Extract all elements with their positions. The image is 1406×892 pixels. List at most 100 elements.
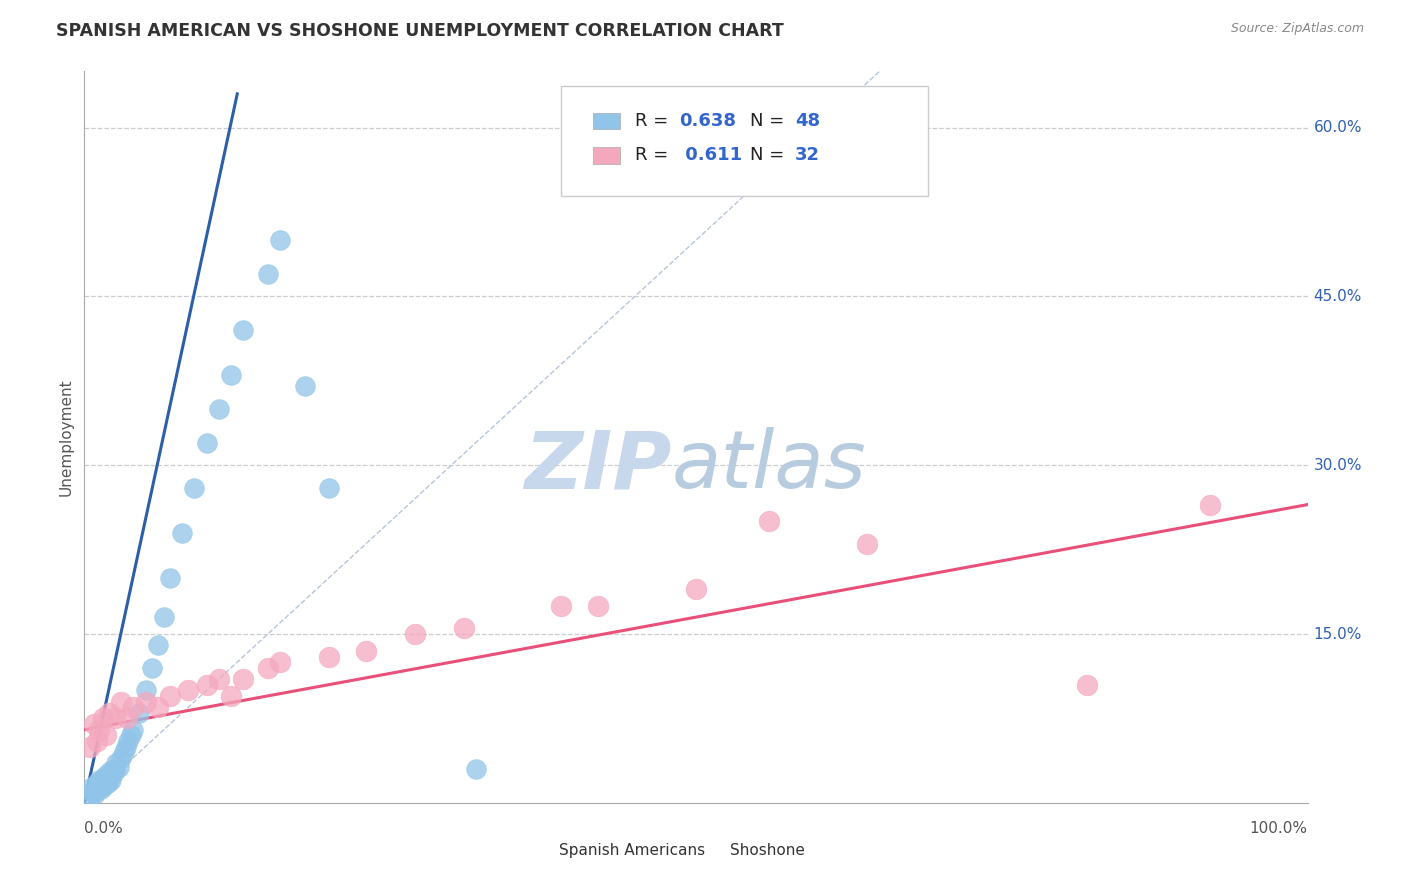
Point <box>83 717 105 731</box>
Text: Shoshone: Shoshone <box>730 843 806 858</box>
Point <box>84 787 107 801</box>
Point <box>104 711 127 725</box>
Point <box>177 683 200 698</box>
Point <box>135 694 157 708</box>
Point <box>115 739 138 754</box>
Point <box>257 267 280 281</box>
Point <box>159 689 181 703</box>
Point <box>758 515 780 529</box>
Text: Source: ZipAtlas.com: Source: ZipAtlas.com <box>1230 22 1364 36</box>
Point <box>94 773 117 788</box>
Point <box>294 379 316 393</box>
Point <box>97 706 120 720</box>
Point <box>101 767 124 781</box>
Point <box>586 599 609 613</box>
Point <box>404 627 426 641</box>
Point <box>318 649 340 664</box>
Point <box>104 764 127 779</box>
Text: Spanish Americans: Spanish Americans <box>560 843 704 858</box>
Point <box>80 784 103 798</box>
Text: 60.0%: 60.0% <box>1313 120 1362 135</box>
Point <box>110 694 132 708</box>
Text: 15.0%: 15.0% <box>1313 626 1362 641</box>
Point <box>141 661 163 675</box>
Point <box>87 723 110 737</box>
Point <box>232 323 254 337</box>
Text: SPANISH AMERICAN VS SHOSHONE UNEMPLOYMENT CORRELATION CHART: SPANISH AMERICAN VS SHOSHONE UNEMPLOYMEN… <box>56 22 785 40</box>
Point <box>105 756 128 771</box>
Point <box>685 582 707 596</box>
Text: 0.0%: 0.0% <box>84 821 124 836</box>
Point <box>100 773 122 788</box>
Point <box>159 571 181 585</box>
FancyBboxPatch shape <box>561 86 928 195</box>
Point <box>172 525 194 540</box>
Text: 0.638: 0.638 <box>679 112 735 130</box>
Point <box>82 779 104 793</box>
Point <box>91 711 114 725</box>
Point <box>1198 498 1220 512</box>
Point <box>269 655 291 669</box>
Point <box>122 723 145 737</box>
Point <box>86 775 108 789</box>
Point <box>90 782 112 797</box>
Point <box>183 481 205 495</box>
Point <box>146 700 169 714</box>
Point <box>93 779 115 793</box>
Point <box>354 644 377 658</box>
Text: ZIP: ZIP <box>524 427 672 506</box>
FancyBboxPatch shape <box>593 147 620 163</box>
Point <box>208 401 231 416</box>
Point <box>87 773 110 788</box>
Point <box>86 782 108 797</box>
Point <box>318 481 340 495</box>
Point <box>146 638 169 652</box>
Point <box>83 784 105 798</box>
Point <box>115 711 138 725</box>
Point <box>120 728 142 742</box>
FancyBboxPatch shape <box>696 843 723 859</box>
Point <box>79 739 101 754</box>
Point <box>232 672 254 686</box>
Point <box>269 233 291 247</box>
Point <box>110 751 132 765</box>
Text: R =: R = <box>636 112 673 130</box>
Point <box>96 767 118 781</box>
Text: 30.0%: 30.0% <box>1313 458 1362 473</box>
Point <box>257 661 280 675</box>
Text: atlas: atlas <box>672 427 866 506</box>
Point <box>98 764 121 779</box>
Point <box>153 610 176 624</box>
Point <box>96 728 118 742</box>
Text: 32: 32 <box>794 146 820 164</box>
Point <box>208 672 231 686</box>
FancyBboxPatch shape <box>524 843 551 859</box>
Point <box>219 689 242 703</box>
Text: R =: R = <box>636 146 673 164</box>
Point <box>195 435 218 450</box>
Point <box>464 762 486 776</box>
Text: 100.0%: 100.0% <box>1250 821 1308 836</box>
Point <box>112 745 135 759</box>
Point <box>91 775 114 789</box>
Point <box>97 771 120 785</box>
Point <box>135 683 157 698</box>
Text: 0.611: 0.611 <box>679 146 742 164</box>
FancyBboxPatch shape <box>593 113 620 129</box>
Point <box>122 700 145 714</box>
Point <box>79 790 101 805</box>
Point <box>117 734 139 748</box>
Point <box>107 760 129 774</box>
Point <box>195 678 218 692</box>
Point <box>550 599 572 613</box>
Point <box>87 779 110 793</box>
Point <box>91 771 114 785</box>
Point <box>103 762 125 776</box>
Text: 48: 48 <box>794 112 820 130</box>
Point <box>1076 678 1098 692</box>
Point <box>219 368 242 383</box>
Point <box>89 779 111 793</box>
Y-axis label: Unemployment: Unemployment <box>58 378 73 496</box>
Point <box>453 621 475 635</box>
Point <box>128 706 150 720</box>
